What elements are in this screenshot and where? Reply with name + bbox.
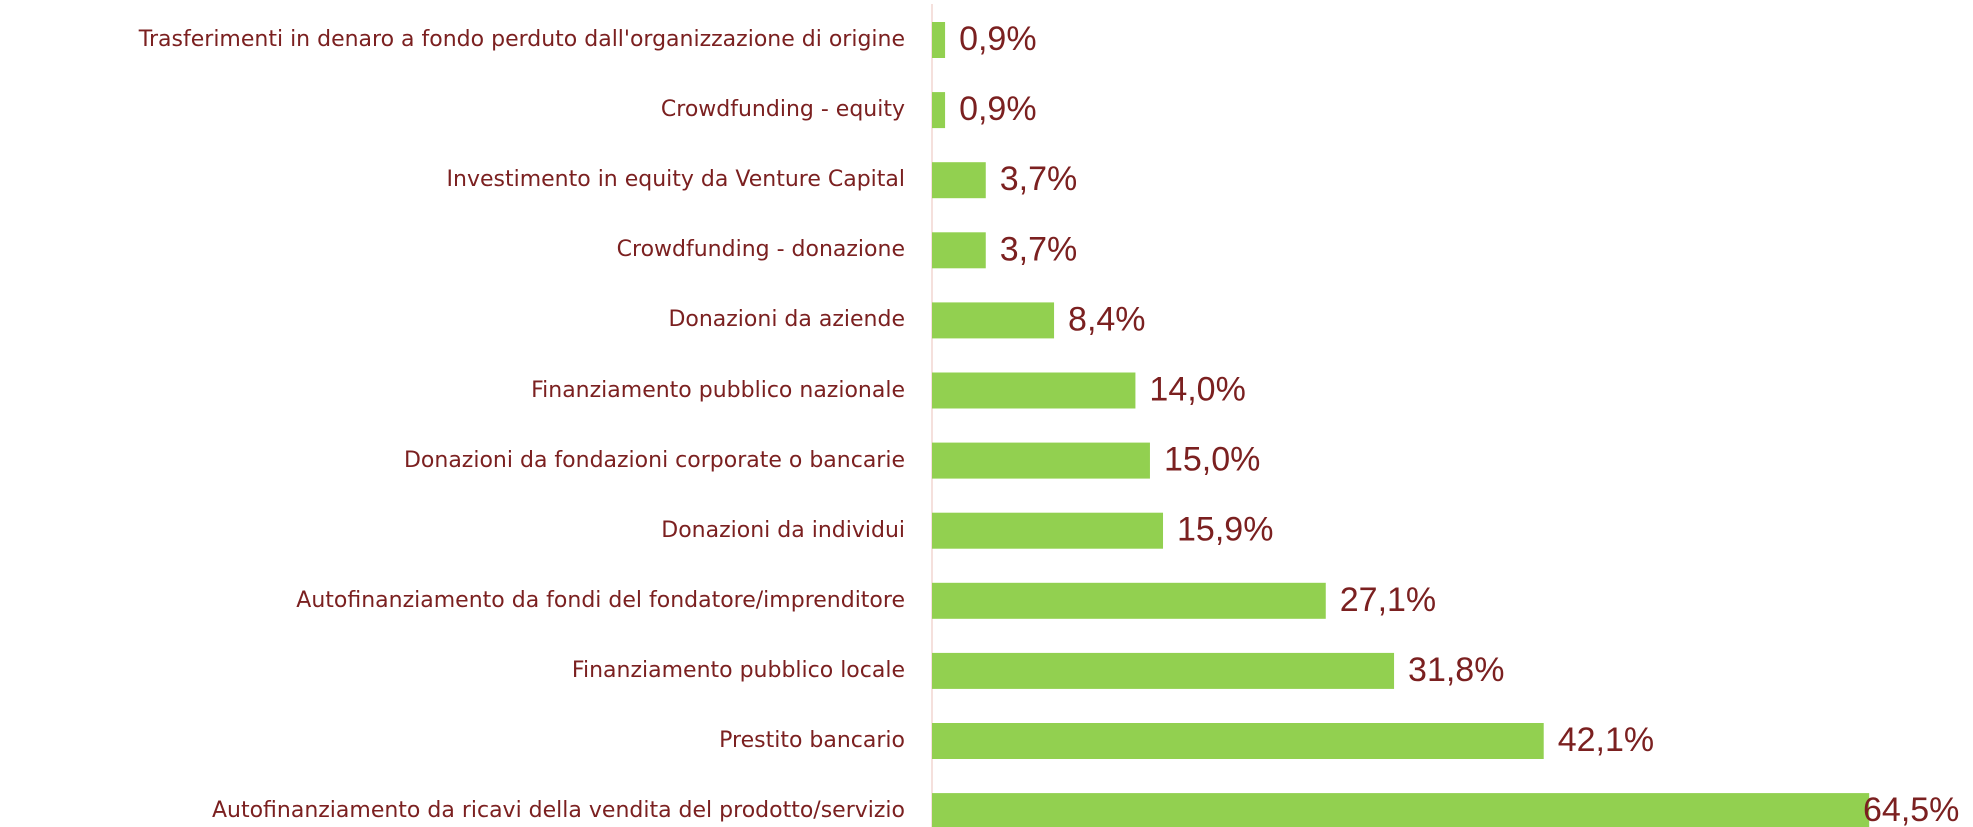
value-label: 31,8%: [1408, 651, 1504, 689]
category-label: Investimento in equity da Venture Capita…: [446, 167, 905, 193]
category-label: Autofinanziamento da ricavi della vendit…: [211, 798, 905, 824]
category-label: Donazioni da fondazioni corporate o banc…: [403, 447, 905, 473]
value-label: 0,9%: [959, 90, 1037, 128]
bar: [932, 232, 986, 269]
category-label: Trasferimenti in denaro a fondo perduto …: [138, 27, 905, 52]
bar: [932, 652, 1395, 689]
bar: [932, 92, 946, 129]
bar: [932, 162, 986, 199]
value-label: 42,1%: [1558, 721, 1654, 759]
value-label: 3,7%: [1000, 230, 1078, 268]
category-label: Finanziamento pubblico locale: [571, 657, 905, 683]
value-label: 14,0%: [1149, 370, 1245, 408]
category-label: Donazioni da individui: [661, 517, 905, 543]
category-label: Donazioni da aziende: [668, 307, 905, 333]
value-label: 64,5%: [1863, 791, 1959, 827]
bar: [932, 793, 1870, 827]
value-label: 3,7%: [1000, 160, 1078, 198]
value-label: 27,1%: [1340, 581, 1436, 619]
bar: [932, 582, 1326, 619]
category-label: Prestito bancario: [719, 728, 905, 753]
value-label: 15,0%: [1164, 441, 1260, 479]
value-label: 0,9%: [959, 20, 1037, 58]
value-label: 15,9%: [1177, 511, 1273, 549]
bar: [932, 723, 1544, 759]
bar: [932, 22, 946, 58]
bar: [932, 302, 1055, 339]
bar: [932, 512, 1164, 549]
category-label: Crowdfunding - equity: [660, 97, 905, 123]
bar: [932, 372, 1136, 409]
bar: [932, 442, 1150, 479]
category-label: Finanziamento pubblico nazionale: [531, 377, 905, 403]
category-label: Autofinanziamento da fondi del fondatore…: [296, 587, 905, 613]
value-label: 8,4%: [1068, 300, 1146, 338]
category-label: Crowdfunding - donazione: [616, 237, 905, 263]
